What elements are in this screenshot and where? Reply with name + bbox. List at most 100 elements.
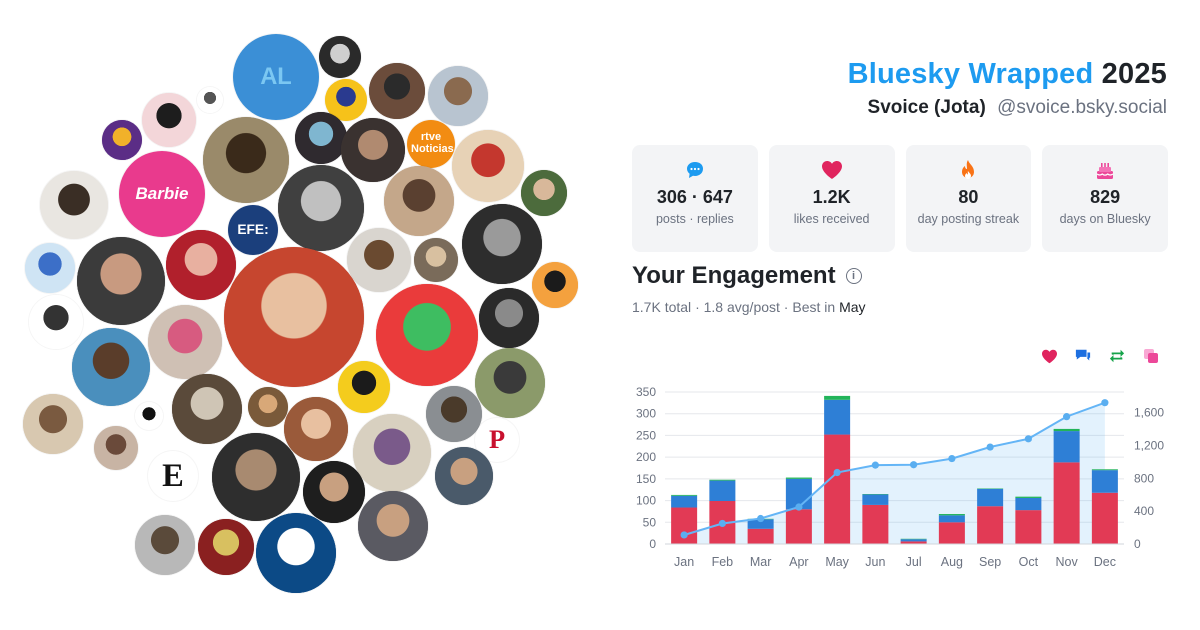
- x-tick-label: Oct: [1019, 555, 1039, 569]
- cumulative-point: [1024, 435, 1032, 443]
- avatar-image: [94, 426, 138, 470]
- y-tick-label: 200: [636, 450, 656, 464]
- cumulative-point: [948, 454, 956, 463]
- bar-segment: [977, 506, 1004, 544]
- avatar-man-beard[interactable]: [77, 237, 165, 325]
- avatar-man-window[interactable]: [475, 348, 545, 418]
- avatar-man-black[interactable]: [303, 461, 365, 523]
- avatar-child[interactable]: [224, 247, 364, 387]
- y-tick-label: 50: [643, 515, 657, 529]
- avatar-bald-painting[interactable]: [347, 228, 411, 292]
- avatar-image: [284, 397, 348, 461]
- avatar-bear[interactable]: [72, 328, 150, 406]
- avatar-lincoln[interactable]: [29, 295, 83, 349]
- avatar-bearded-hat[interactable]: [384, 166, 454, 236]
- avatar-image: [341, 118, 405, 182]
- avatar-man-hall[interactable]: [426, 386, 482, 442]
- avatar-man-selfie[interactable]: [358, 491, 428, 561]
- avatar-label: Barbie: [135, 184, 189, 204]
- avatar-woman-portrait[interactable]: [284, 397, 348, 461]
- avatar-man-bw-glasses[interactable]: [479, 288, 539, 348]
- avatar-beard-drawing[interactable]: [40, 171, 108, 239]
- info-icon[interactable]: i: [845, 268, 862, 284]
- stat-caption: likes received: [793, 212, 870, 226]
- avatar-group-photo[interactable]: [414, 238, 458, 282]
- cumulative-point: [833, 468, 841, 477]
- avatar-man-dark[interactable]: [212, 433, 300, 521]
- avatar-man-neutral[interactable]: [23, 394, 83, 454]
- y-tick-label: 0: [649, 537, 656, 551]
- stat-caption: posts · replies: [655, 212, 734, 226]
- avatar-bw-hair[interactable]: [278, 165, 364, 251]
- bar-segment: [977, 488, 1004, 507]
- avatar-drag[interactable]: [148, 305, 222, 379]
- bar-segment: [671, 495, 698, 508]
- bar-segment: [1015, 510, 1042, 544]
- bar-segment: [1053, 431, 1080, 463]
- avatar-glasses-man[interactable]: [203, 117, 289, 203]
- avatar-image: [102, 120, 142, 160]
- avatar-barbie[interactable]: Barbie: [119, 151, 205, 237]
- heart-icon[interactable]: [1040, 347, 1058, 365]
- avatar-dino[interactable]: [376, 284, 478, 386]
- avatar-image: [358, 491, 428, 561]
- avatar-red-bald[interactable]: [166, 230, 236, 300]
- avatar-man-outdoors[interactable]: [435, 447, 493, 505]
- bar-segment: [671, 494, 698, 496]
- avatar-image: [353, 414, 431, 492]
- avatar-skunk[interactable]: [135, 402, 163, 430]
- stat-card-days: 829 days on Bluesky: [1042, 145, 1168, 252]
- engagement-avg: 1.8 avg/post: [703, 299, 780, 315]
- avatar-man-gray[interactable]: [135, 515, 195, 575]
- avatar-dark-art[interactable]: [295, 112, 347, 164]
- bar-segment: [1091, 469, 1118, 471]
- avatar-queen[interactable]: [353, 414, 431, 492]
- bar-segment: [862, 504, 889, 544]
- avatar-blue-logo[interactable]: [256, 513, 336, 593]
- avatar-bluey[interactable]: [25, 243, 75, 293]
- avatar-man-suit[interactable]: [369, 63, 425, 119]
- avatar-blonde-man[interactable]: [94, 426, 138, 470]
- avatar-rtve[interactable]: rtve Noticias: [407, 120, 455, 168]
- avatar-al-puppet[interactable]: AL: [233, 34, 319, 120]
- cumulative-point: [795, 503, 803, 511]
- repost-icon[interactable]: [1108, 347, 1126, 365]
- y-tick-label: 100: [636, 494, 656, 508]
- avatar-image: [29, 295, 83, 349]
- stat-value: 80: [958, 187, 979, 207]
- avatar-efe[interactable]: EFE:: [228, 205, 278, 255]
- avatar-santa[interactable]: [452, 130, 524, 202]
- avatar-image: [40, 171, 108, 239]
- bar-segment: [1091, 492, 1118, 544]
- avatar-pride-flag[interactable]: [532, 262, 578, 308]
- cumulative-point: [1101, 399, 1109, 407]
- avatar-yellow-face[interactable]: [338, 361, 390, 413]
- bar-segment: [862, 494, 889, 505]
- avatar-brown-toy[interactable]: [248, 387, 288, 427]
- avatar-image: [347, 228, 411, 292]
- avatar-incredibles[interactable]: [142, 93, 196, 147]
- x-tick-label: May: [825, 555, 849, 569]
- avatar-cloud: AL rtve Noticias Barbie EFE: P E: [23, 34, 578, 593]
- avatar-bald-bw[interactable]: [319, 36, 361, 78]
- avatar-image: [224, 247, 364, 387]
- avatar-bearded-old[interactable]: [172, 374, 242, 444]
- avatar-el-espanol[interactable]: E: [148, 451, 198, 501]
- engagement-chart: 0 50 100 150 200 250 300 350 0 400 800 1,200 1,600 Ja…: [636, 385, 1164, 569]
- avatar-iron-maiden[interactable]: [198, 519, 254, 575]
- avatar-man-green[interactable]: [521, 170, 567, 216]
- avatar-building[interactable]: [428, 66, 488, 126]
- avatar-purple-char[interactable]: [102, 120, 142, 160]
- x-tick-label: Sep: [979, 555, 1001, 569]
- stat-card-posts: 306 · 647 posts · replies: [632, 145, 758, 252]
- avatar-woman-bw[interactable]: [462, 204, 542, 284]
- x-tick-label: Dec: [1094, 555, 1116, 569]
- avatar-image: [135, 402, 163, 430]
- stat-card-streak: 80 day posting streak: [905, 145, 1032, 252]
- engagement-heading: Your Engagement i: [632, 262, 862, 290]
- avatar-man-car[interactable]: [341, 118, 405, 182]
- quote-icon[interactable]: [1142, 347, 1160, 365]
- cumulative-point: [910, 461, 918, 469]
- comment-icon[interactable]: [1074, 347, 1092, 365]
- avatar-molecule[interactable]: [197, 87, 223, 113]
